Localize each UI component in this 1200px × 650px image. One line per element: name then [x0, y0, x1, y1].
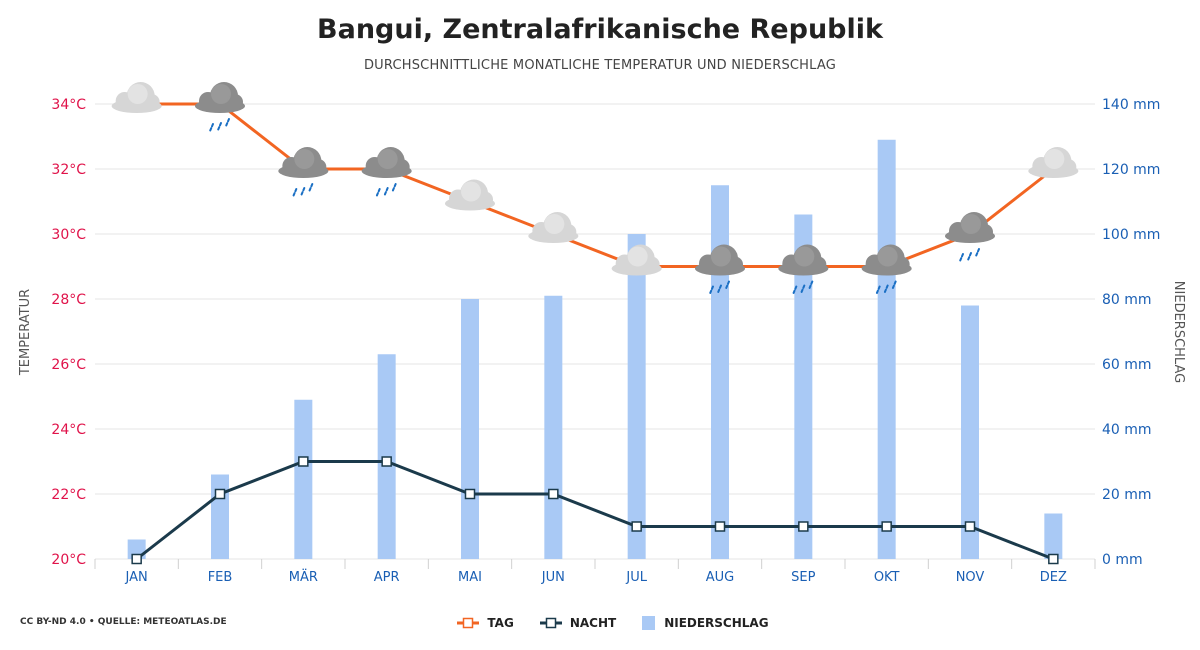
night-point — [798, 521, 809, 532]
precip-bar — [544, 295, 563, 559]
cloud-icon — [111, 82, 162, 113]
x-tick-label: FEB — [208, 570, 233, 585]
day-line-icon — [457, 617, 480, 629]
y-right-tick-label: 80 mm — [1102, 292, 1152, 308]
cloud-icon — [528, 212, 579, 243]
x-tick-label: JAN — [125, 570, 148, 585]
y-left-tick-label: 26°C — [51, 357, 86, 373]
x-tick-label: DEZ — [1040, 570, 1067, 585]
rain-cloud-icon — [695, 244, 745, 295]
night-line-icon — [539, 617, 562, 629]
rain-cloud-icon — [861, 244, 912, 295]
y-left-tick-label: 20°C — [51, 552, 86, 568]
night-point — [131, 553, 142, 565]
night-point — [214, 488, 226, 500]
night-line — [135, 460, 1054, 561]
y-right-tick-label: 100 mm — [1102, 227, 1160, 243]
legend-item-precip[interactable]: NIEDERSCHLAG — [642, 616, 769, 630]
rain-cloud-icon — [195, 82, 245, 132]
precip-bar — [794, 214, 813, 559]
x-tick-label: JUL — [625, 570, 647, 585]
precip-bar — [877, 139, 896, 559]
y-right-tick-label: 140 mm — [1102, 97, 1160, 113]
precip-bar — [711, 185, 729, 559]
y-left-tick-label: 24°C — [51, 422, 86, 438]
y-right-tick-label: 20 mm — [1102, 487, 1152, 503]
y-right-tick-label: 120 mm — [1102, 162, 1160, 178]
x-tick-label: MAI — [458, 570, 482, 585]
night-point — [464, 488, 476, 500]
night-point — [298, 456, 309, 467]
night-point — [381, 456, 392, 467]
y-right-tick-label: 60 mm — [1102, 357, 1152, 373]
night-point — [548, 488, 559, 500]
chart-legend: TAG NACHT NIEDERSCHLAG — [0, 616, 1200, 630]
day-line — [136, 102, 1055, 268]
precip-bar — [461, 299, 479, 559]
chart-title: Bangui, Zentralafrikanische Republik — [317, 14, 883, 45]
y-left-tick-label: 34°C — [51, 97, 86, 113]
night-point — [631, 521, 642, 532]
rain-cloud-icon — [945, 212, 995, 262]
x-tick-label: OKT — [874, 570, 900, 585]
legend-label-night: NACHT — [569, 616, 617, 630]
y-left-tick-label: 30°C — [51, 227, 86, 243]
y-left-tick-label: 32°C — [51, 162, 86, 178]
cloud-icon — [1028, 147, 1079, 178]
y-left-tick-label: 28°C — [51, 292, 86, 308]
x-tick-label: MÄR — [289, 569, 318, 585]
night-point — [964, 521, 976, 532]
precip-bar — [961, 305, 979, 559]
y-left-axis-title: TEMPERATUR — [18, 289, 33, 376]
y-right-tick-label: 0 mm — [1102, 552, 1143, 568]
x-tick-label: JUN — [541, 570, 565, 585]
y-right-tick-label: 40 mm — [1102, 422, 1152, 438]
rain-cloud-icon — [778, 244, 829, 295]
cloud-icon — [611, 244, 662, 276]
precip-bar — [211, 474, 229, 559]
precip-bar-icon — [642, 616, 656, 630]
legend-label-day: TAG — [487, 616, 514, 630]
precip-bar — [627, 234, 646, 559]
cloud-icon — [445, 179, 495, 211]
legend-item-night[interactable]: NACHT — [539, 616, 617, 630]
y-right-axis-title: NIEDERSCHLAG — [1171, 281, 1186, 383]
x-tick-label: AUG — [706, 570, 734, 585]
rain-cloud-icon — [361, 147, 412, 197]
x-tick-label: APR — [374, 570, 400, 585]
chart-subtitle: DURCHSCHNITTLICHE MONATLICHE TEMPERATUR … — [363, 58, 837, 73]
night-point — [1048, 553, 1059, 565]
x-tick-label: NOV — [956, 570, 985, 585]
rain-cloud-icon — [278, 147, 329, 197]
night-point — [714, 521, 726, 532]
y-left-tick-label: 22°C — [51, 487, 86, 503]
source-credit: CC BY-ND 4.0 • QUELLE: METEOATLAS.DE — [20, 617, 227, 627]
precip-bar — [294, 399, 313, 559]
legend-item-day[interactable]: TAG — [457, 616, 514, 630]
x-tick-label: SEP — [791, 570, 815, 585]
precip-bar — [1044, 513, 1063, 559]
night-point — [881, 521, 892, 532]
climate-chart: 20°C 0 mm 22°C 20 mm 24°C 40 mm 26°C 60 mm 28°C 8… — [18, 82, 1186, 585]
legend-label-precip: NIEDERSCHLAG — [664, 616, 769, 630]
